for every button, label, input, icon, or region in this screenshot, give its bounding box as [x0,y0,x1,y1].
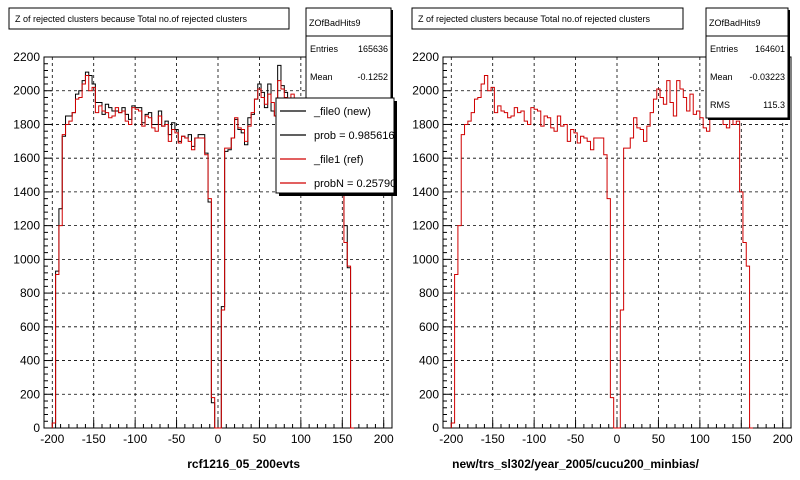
stats-value: -0.1252 [357,72,388,82]
y-tick-label: 600 [419,320,439,334]
stats-value: 164601 [755,44,785,54]
y-tick-label: 800 [419,286,439,300]
legend-label: prob = 0.985616 [314,130,394,142]
x-tick-label: 200 [773,432,793,446]
legend-label: probN = 0.257903 [314,178,402,190]
legend: _file0 (new) prob = 0.985616 _file1 (ref) p… [280,106,402,190]
chart-panel-2: -200 -150 -100 -50 0 50 100 150 2000200400600800… [411,7,793,471]
x-tick-label: 50 [652,432,666,446]
x-tick-label: 0 [614,432,621,446]
y-tick-label: 2000 [412,84,439,98]
chart-panel-1: -200 -150 -100 -50 0 50 100 150 2000200400600800… [8,7,402,471]
stats-box [705,7,789,119]
stats-value: 165636 [358,44,388,54]
stats-label: Mean [310,72,333,82]
y-tick-label: 2200 [13,50,40,64]
x-tick-label: 100 [690,432,710,446]
legend-box [275,97,395,194]
y-tick-label: 0 [432,421,439,435]
y-tick-label: 1600 [13,151,40,165]
y-tick-label: 400 [20,354,40,368]
x-tick-label: -150 [82,432,106,446]
x-tick-label: -50 [567,432,585,446]
x-axis-label: new/trs_sl302/year_2005/cucu200_minbias/ [452,457,699,471]
title-box [411,7,684,30]
y-tick-label: 1800 [13,117,40,131]
legend-label: _file0 (new) [313,106,371,118]
stats-label: Entries [710,44,739,54]
x-tick-label: 200 [374,432,394,446]
x-tick-label: -100 [123,432,147,446]
y-tick-label: 800 [20,286,40,300]
y-tick-label: 1200 [13,219,40,233]
stats-name: ZOfBadHits9 [709,18,761,28]
stats-value: 115.3 [763,100,785,110]
y-tick-label: 400 [419,354,439,368]
x-tick-label: -200 [439,432,463,446]
chart-title: Z of rejected clusters because Total no.… [418,14,650,24]
x-tick-label: -200 [40,432,64,446]
stats-label: Entries [310,44,339,54]
stats-value: -0.03223 [749,72,785,82]
x-tick-label: -50 [168,432,186,446]
x-tick-label: 100 [291,432,311,446]
y-tick-label: 1000 [13,252,40,266]
x-tick-label: -100 [522,432,546,446]
x-tick-label: 50 [253,432,267,446]
histogram-series-1 [450,75,753,429]
title-box [8,7,290,30]
y-tick-label: 1400 [13,185,40,199]
y-tick-label: 200 [20,387,40,401]
x-tick-label: 0 [215,432,222,446]
y-tick-label: 600 [20,320,40,334]
chart-title: Z of rejected clusters because Total no.… [15,14,247,24]
stats-label: Mean [710,72,733,82]
y-tick-label: 200 [419,387,439,401]
x-axis-label: rcf1216_05_200evts [187,457,300,471]
stats-label: RMS [710,100,730,110]
x-tick-label: 150 [332,432,352,446]
y-tick-label: 1200 [412,219,439,233]
y-tick-label: 2000 [13,84,40,98]
legend-label: _file1 (ref) [313,154,364,166]
y-tick-label: 1400 [412,185,439,199]
y-tick-label: 2200 [412,50,439,64]
y-tick-label: 1600 [412,151,439,165]
x-tick-label: -150 [481,432,505,446]
y-tick-label: 0 [33,421,40,435]
y-tick-label: 1000 [412,252,439,266]
y-tick-label: 1800 [412,117,439,131]
x-tick-label: 150 [731,432,751,446]
stats-name: ZOfBadHits9 [309,18,361,28]
